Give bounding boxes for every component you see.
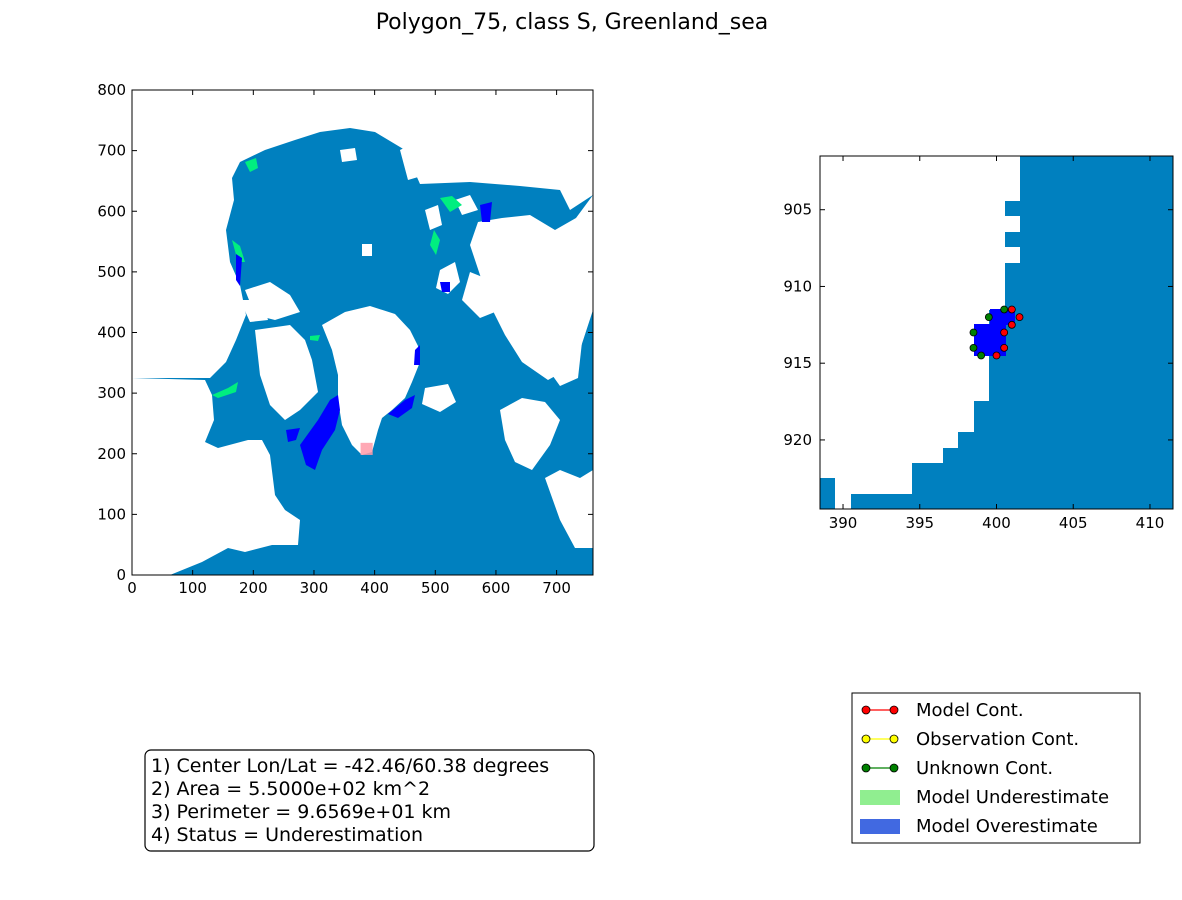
legend-marker bbox=[889, 734, 899, 744]
overestimate-regions bbox=[236, 202, 492, 470]
legend-marker bbox=[861, 705, 871, 715]
overview-x-axis: 0 100 200 300 400 500 600 700 bbox=[127, 90, 571, 597]
zoom-x-tick-label: 400 bbox=[982, 514, 1011, 532]
x-tick-label: 400 bbox=[360, 579, 389, 597]
legend-item: Model Underestimate bbox=[860, 787, 1109, 808]
model-contour-point bbox=[1015, 313, 1024, 322]
info-box: 1) Center Lon/Lat = -42.46/60.38 degrees… bbox=[144, 749, 595, 852]
y-tick-label: 800 bbox=[97, 81, 126, 99]
y-tick-label: 400 bbox=[97, 324, 126, 342]
legend-marker bbox=[861, 763, 871, 773]
zoom-y-tick-label: 910 bbox=[783, 277, 812, 295]
y-tick-label: 500 bbox=[97, 263, 126, 281]
zoom-x-axis: 390 395 400 405 410 bbox=[829, 156, 1165, 532]
zoom-overestimate-region bbox=[974, 309, 1015, 356]
y-tick-label: 700 bbox=[97, 142, 126, 160]
legend: Model Cont. Observation Cont. Unknown Cont… bbox=[851, 692, 1141, 844]
info-line-status: 4) Status = Underestimation bbox=[151, 824, 423, 846]
model-contour-series bbox=[992, 305, 1024, 360]
x-tick-label: 200 bbox=[239, 579, 268, 597]
model-contour-point bbox=[1007, 320, 1016, 329]
info-line-perimeter: 3) Perimeter = 9.6569e+01 km bbox=[151, 801, 451, 823]
legend-label: Unknown Cont. bbox=[916, 758, 1053, 779]
legend-label: Model Underestimate bbox=[916, 787, 1109, 808]
y-tick-label: 600 bbox=[97, 202, 126, 220]
legend-label: Model Overestimate bbox=[916, 816, 1098, 837]
legend-label: Observation Cont. bbox=[916, 729, 1079, 750]
info-line-center: 1) Center Lon/Lat = -42.46/60.38 degrees bbox=[151, 755, 549, 777]
legend-label: Model Cont. bbox=[916, 700, 1024, 721]
y-tick-label: 300 bbox=[97, 384, 126, 402]
legend-item: Unknown Cont. bbox=[861, 758, 1053, 779]
overview-map bbox=[132, 90, 593, 575]
y-tick-label: 100 bbox=[97, 505, 126, 523]
polygon-highlight-box bbox=[360, 442, 373, 455]
legend-item: Observation Cont. bbox=[861, 729, 1079, 750]
legend-patch-swatch bbox=[860, 819, 900, 834]
legend-marker bbox=[861, 734, 871, 744]
overview-y-axis: 0 100 200 300 400 500 600 700 800 bbox=[97, 81, 593, 584]
land-masses bbox=[132, 90, 593, 575]
x-tick-label: 700 bbox=[542, 579, 571, 597]
overview-panel: 0 100 200 300 400 500 600 700 0 100 200 300 400 500 6… bbox=[97, 81, 594, 597]
zoom-x-tick-label: 390 bbox=[829, 514, 858, 532]
y-tick-label: 200 bbox=[97, 445, 126, 463]
zoom-y-tick-label: 915 bbox=[783, 354, 812, 372]
zoom-y-tick-label: 905 bbox=[783, 201, 812, 219]
legend-items: Model Cont. Observation Cont. Unknown Cont… bbox=[860, 700, 1109, 837]
zoom-y-tick-label: 920 bbox=[783, 431, 812, 449]
info-box-frame bbox=[144, 749, 595, 852]
zoom-y-axis: 905 910 915 920 bbox=[783, 201, 1173, 449]
underestimate-regions bbox=[212, 158, 462, 398]
unknown-contour-point bbox=[984, 313, 993, 322]
zoom-ocean-area bbox=[851, 156, 1173, 509]
unknown-contour-point bbox=[1000, 305, 1009, 314]
legend-marker bbox=[889, 763, 899, 773]
zoom-map bbox=[820, 156, 1173, 509]
model-contour-point bbox=[1000, 328, 1009, 337]
unknown-contour-point bbox=[969, 328, 978, 337]
legend-patch-swatch bbox=[860, 790, 900, 805]
model-contour-point bbox=[1007, 305, 1016, 314]
x-tick-label: 0 bbox=[127, 579, 137, 597]
unknown-contour-point bbox=[969, 343, 978, 352]
zoom-x-tick-label: 395 bbox=[905, 514, 934, 532]
chart-title: Polygon_75, class S, Greenland_sea bbox=[376, 10, 769, 35]
zoom-x-tick-label: 410 bbox=[1136, 514, 1165, 532]
info-line-area: 2) Area = 5.5000e+02 km^2 bbox=[151, 778, 430, 800]
x-tick-label: 600 bbox=[482, 579, 511, 597]
unknown-contour-series bbox=[969, 305, 1009, 360]
unknown-contour-point bbox=[977, 351, 986, 360]
model-contour-point bbox=[1000, 343, 1009, 352]
x-tick-label: 500 bbox=[421, 579, 450, 597]
zoom-ocean-cell bbox=[1005, 201, 1020, 216]
legend-item: Model Cont. bbox=[861, 700, 1024, 721]
x-tick-label: 100 bbox=[178, 579, 207, 597]
x-tick-label: 300 bbox=[300, 579, 329, 597]
legend-frame bbox=[851, 692, 1141, 844]
zoom-ocean-cell bbox=[820, 478, 835, 509]
zoom-panel: 390 395 400 405 410 905 910 915 920 bbox=[783, 155, 1174, 532]
legend-marker bbox=[889, 705, 899, 715]
model-contour-point bbox=[992, 351, 1001, 360]
zoom-x-tick-label: 405 bbox=[1059, 514, 1088, 532]
zoom-ocean-cell bbox=[1005, 232, 1020, 247]
y-tick-label: 0 bbox=[116, 566, 126, 584]
legend-item: Model Overestimate bbox=[860, 816, 1098, 837]
